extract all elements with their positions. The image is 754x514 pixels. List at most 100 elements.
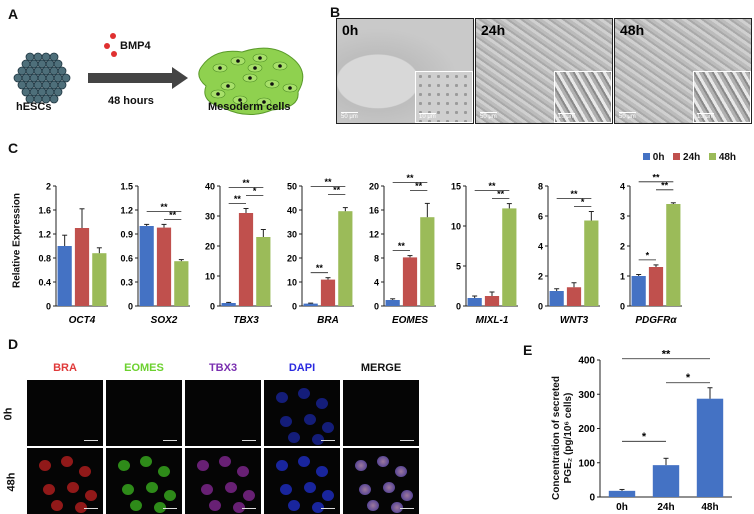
- y-tick-label: 0.3: [120, 278, 133, 288]
- significance-label: *: [642, 431, 647, 443]
- channel-label-tbx3: TBX3: [208, 362, 238, 374]
- cell-nucleus: [225, 482, 237, 493]
- panel-a-schematic: [13, 33, 304, 115]
- mesoderm-nucleus: [253, 66, 257, 70]
- cell-nucleus: [276, 460, 288, 471]
- significance-label: **: [398, 241, 406, 251]
- micrograph-24h: 24h 10 μm 50 μm: [475, 18, 613, 124]
- y-tick-label: 400: [578, 356, 595, 367]
- bmp4-dot: [111, 51, 117, 57]
- fluor-tile-48h-merge: [343, 448, 419, 514]
- bar-48h: [420, 217, 435, 306]
- mesoderm-nucleus: [236, 59, 240, 63]
- bar-24h: [238, 213, 254, 306]
- cell-nucleus: [233, 502, 245, 513]
- mesoderm-nucleus: [262, 100, 266, 104]
- inset-scale-label: 10 μm: [419, 113, 436, 120]
- y-tick-label: 0: [374, 302, 379, 312]
- bar-48h: [666, 204, 681, 306]
- mesoderm-nucleus: [218, 66, 222, 70]
- significance-label: **: [497, 189, 505, 199]
- y-tick-label: 50: [287, 182, 297, 192]
- significance-label: *: [646, 250, 650, 260]
- bar-48h: [502, 208, 517, 306]
- y-tick-label: 5: [456, 262, 461, 272]
- bar-0h: [549, 291, 564, 306]
- bmp4-dot: [104, 43, 110, 49]
- gene-label-BRA: BRA: [317, 315, 339, 326]
- bar-24h: [648, 267, 664, 306]
- x-tick-label: 48h: [701, 502, 718, 513]
- cell-nucleus: [164, 490, 176, 501]
- significance-label: **: [488, 181, 496, 191]
- y-tick-label: 0: [538, 302, 543, 312]
- y-tick-label: 8: [538, 182, 543, 192]
- y-tick-label: 10: [451, 222, 461, 232]
- scale-bar: [84, 508, 98, 509]
- y-tick-label: 0: [620, 302, 625, 312]
- cell-nucleus: [43, 484, 55, 495]
- cell-nucleus: [276, 392, 288, 403]
- micrograph-48h: 48h 10 μm 50 μm: [614, 18, 752, 124]
- y-tick-label: 4: [620, 182, 625, 192]
- bar-24h: [484, 296, 500, 306]
- legend-0h: 0h: [652, 152, 665, 163]
- gene-label-OCT4: OCT4: [69, 315, 96, 326]
- significance-label: **: [333, 185, 341, 195]
- hesc-cell: [49, 94, 59, 104]
- hesc-cluster-illustration: [13, 52, 71, 104]
- legend-48h: 48h: [718, 152, 737, 163]
- significance-label: **: [661, 180, 669, 190]
- gene-label-TBX3: TBX3: [233, 315, 259, 326]
- y-tick-label: 0.8: [38, 254, 51, 264]
- inset-scale-label: 10 μm: [558, 113, 575, 120]
- significance-label: **: [662, 350, 671, 360]
- gene-label-WNT3: WNT3: [560, 315, 589, 326]
- y-tick-label: 20: [369, 182, 379, 192]
- significance-label: **: [169, 210, 177, 220]
- scale-bar: [400, 508, 414, 509]
- cell-nucleus: [146, 482, 158, 493]
- y-tick-label: 3: [620, 212, 625, 222]
- hesc-cell: [49, 52, 59, 62]
- legend-swatch-24h: [673, 153, 681, 160]
- y-tick-label: 40: [205, 182, 215, 192]
- mesoderm-label: Mesoderm cells: [208, 101, 291, 113]
- bar-24h: [156, 227, 172, 306]
- scale-bar: [321, 508, 335, 509]
- channel-label-bra: BRA: [53, 362, 77, 374]
- legend: 0h 24h 48h: [643, 152, 736, 163]
- bar-24h: [74, 228, 90, 306]
- significance-label: **: [415, 181, 423, 191]
- channel-label-eomes: EOMES: [124, 362, 164, 374]
- bar-0h: [57, 246, 72, 306]
- y-tick-label: 200: [578, 424, 595, 435]
- bar-48h: [256, 237, 271, 306]
- row-label-0h: 0h: [2, 407, 15, 421]
- mesoderm-cluster-illustration: [198, 47, 304, 115]
- bar-48h: [174, 261, 189, 306]
- y-tick-label: 4: [374, 278, 379, 288]
- cell-nucleus: [280, 484, 292, 495]
- cell-nucleus: [158, 466, 170, 477]
- micrograph-label-0h: 0h: [342, 22, 359, 38]
- mesoderm-nucleus: [278, 64, 282, 68]
- scale-bar: [163, 440, 177, 441]
- duration-label: 48 hours: [108, 95, 154, 107]
- y-tick-label: 30: [205, 212, 215, 222]
- bar-0h: [303, 303, 318, 306]
- cell-nucleus: [322, 490, 334, 501]
- y-tick-label: 0: [292, 302, 297, 312]
- fluor-tile-48h-bra: [27, 448, 103, 514]
- hesc-label: hESCs: [16, 101, 52, 113]
- process-arrow: [88, 67, 188, 89]
- cell-nucleus: [288, 432, 300, 443]
- y-tick-label: 6: [538, 212, 543, 222]
- y-tick-label: 0: [128, 302, 133, 312]
- scale-bar: [84, 440, 98, 441]
- bar-48h: [92, 253, 107, 306]
- cell-nucleus: [316, 466, 328, 477]
- fluor-tile-0h-eomes: [106, 380, 182, 446]
- cell-nucleus: [197, 460, 209, 471]
